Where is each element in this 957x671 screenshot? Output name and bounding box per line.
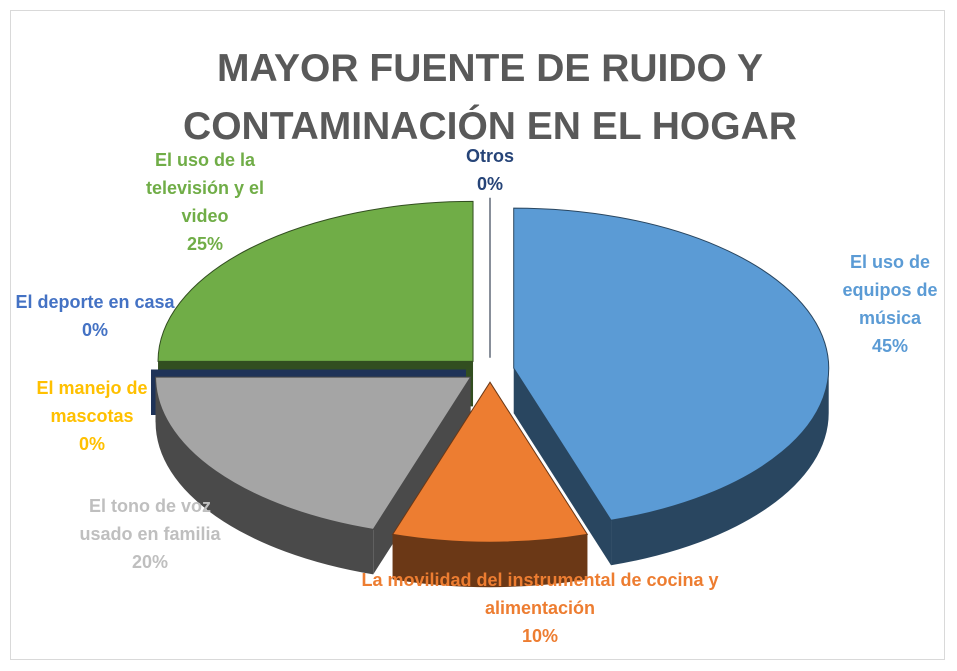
label-name: La movilidad del instrumental de cocina … — [361, 570, 719, 618]
label-name: El deporte en casa — [15, 292, 175, 312]
label-value: 20% — [131, 552, 169, 572]
data-label: El manejo de mascotas 0% — [12, 374, 172, 458]
data-label: Otros 0% — [445, 142, 535, 198]
slice — [391, 381, 589, 543]
slice — [513, 207, 830, 521]
slice-side — [373, 377, 471, 575]
label-value: 10% — [521, 626, 559, 646]
label-name: El tono de voz usado en familia — [79, 496, 221, 544]
label-name: El uso de equipos de música — [842, 252, 938, 328]
slice — [155, 376, 472, 530]
data-label: El uso de equipos de música 45% — [825, 248, 955, 360]
label-value: 45% — [871, 336, 909, 356]
data-label: La movilidad del instrumental de cocina … — [315, 566, 765, 650]
slice-wall — [611, 368, 829, 566]
label-value: 0% — [78, 434, 105, 454]
data-label: El deporte en casa 0% — [8, 288, 183, 344]
label-value: 0% — [81, 320, 108, 340]
data-label: El tono de voz usado en familia 20% — [63, 492, 238, 576]
label-value: 0% — [476, 174, 503, 194]
label-name: El uso de la televisión y el video — [145, 150, 265, 226]
slice — [157, 200, 474, 362]
slice-tops — [151, 197, 830, 543]
slice-wall — [392, 534, 588, 588]
label-value: 25% — [186, 234, 224, 254]
slice-wall — [155, 377, 374, 575]
label-name: Otros — [465, 146, 514, 166]
label-name: El manejo de mascotas — [36, 378, 148, 426]
slice-side — [513, 368, 612, 566]
chart-title: MAYOR FUENTE DE RUIDO Y CONTAMINACIÓN EN… — [183, 47, 797, 148]
chart-frame — [10, 10, 945, 660]
data-label: El uso de la televisión y el video 25% — [123, 146, 288, 258]
